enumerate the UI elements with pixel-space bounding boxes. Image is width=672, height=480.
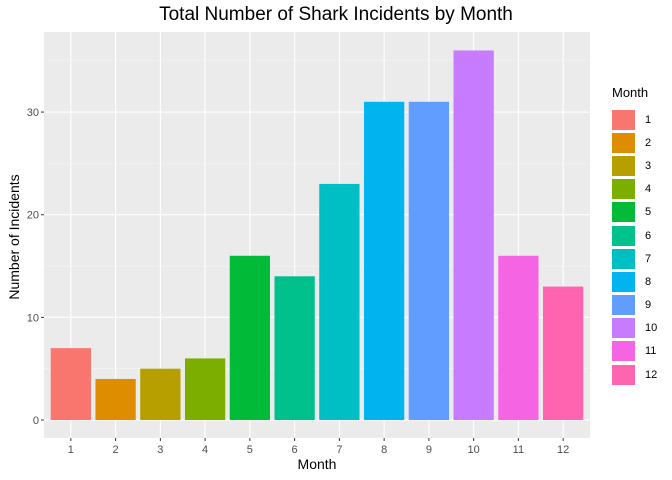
legend-item: 3 <box>612 154 657 177</box>
legend-item: 6 <box>612 224 657 247</box>
bar-month-7 <box>319 183 360 420</box>
legend-label: 11 <box>645 345 657 358</box>
bar-month-2 <box>95 378 136 420</box>
legend-key <box>612 109 635 130</box>
chart-title: Total Number of Shark Incidents by Month <box>159 4 513 25</box>
bar-month-3 <box>140 368 181 420</box>
x-tick-label: 4 <box>202 444 208 456</box>
bar-month-8 <box>363 101 405 420</box>
legend-item: 12 <box>612 363 657 386</box>
y-tick-label: 20 <box>27 210 39 222</box>
legend-label: 7 <box>645 252 652 265</box>
legend-key <box>612 202 635 223</box>
bar-month-5 <box>229 255 271 420</box>
bar-month-9 <box>408 101 450 420</box>
legend-label: 4 <box>645 183 652 196</box>
bar-month-11 <box>498 255 539 420</box>
legend-label: 10 <box>645 322 658 335</box>
y-tick-label: 0 <box>33 415 39 427</box>
legend-key <box>612 295 635 316</box>
legend-item: 10 <box>612 317 657 340</box>
x-tick-label: 11 <box>513 444 524 456</box>
legend-label: 2 <box>645 136 652 149</box>
legend: Month 1 2 3 4 5 6 7 8 9 10 11 12 <box>612 85 657 386</box>
legend-item: 4 <box>612 178 657 201</box>
legend-item: 1 <box>612 108 657 131</box>
legend-key <box>612 341 635 362</box>
legend-item: 9 <box>612 294 657 317</box>
x-tick-label: 3 <box>157 444 163 456</box>
legend-key <box>612 364 635 385</box>
legend-label: 3 <box>645 159 652 172</box>
legend-key <box>612 271 635 292</box>
x-tick-label: 7 <box>336 444 342 456</box>
bar-month-4 <box>184 358 226 420</box>
x-tick-label: 2 <box>113 444 119 456</box>
bar-month-1 <box>50 348 91 420</box>
x-tick-label: 8 <box>381 444 387 456</box>
legend-item: 8 <box>612 270 657 293</box>
legend-label: 8 <box>645 275 652 288</box>
legend-title: Month <box>612 85 649 100</box>
x-axis-title: Month <box>297 456 337 472</box>
legend-item: 5 <box>612 201 657 224</box>
legend-item: 11 <box>612 340 657 363</box>
x-tick-label: 9 <box>426 444 432 456</box>
legend-key <box>612 248 635 269</box>
x-tick-label: 6 <box>292 444 298 456</box>
legend-key <box>612 132 635 153</box>
y-tick-label: 30 <box>27 107 39 119</box>
legend-key <box>612 155 635 176</box>
y-axis-title: Number of Incidents <box>6 174 22 300</box>
legend-item: 2 <box>612 131 657 154</box>
x-tick-label: 10 <box>468 444 480 456</box>
legend-label: 12 <box>645 368 658 381</box>
legend-label: 5 <box>645 206 652 219</box>
bar-month-10 <box>453 50 494 420</box>
legend-label: 1 <box>645 113 652 126</box>
legend-item: 7 <box>612 247 657 270</box>
x-tick-label: 12 <box>557 444 569 456</box>
legend-key <box>612 225 635 246</box>
legend-label: 9 <box>645 299 652 312</box>
legend-key <box>612 318 635 339</box>
legend-key <box>612 179 635 200</box>
bar-month-12 <box>543 286 584 420</box>
bar-month-6 <box>274 276 315 420</box>
legend-items: 1 2 3 4 5 6 7 8 9 10 11 12 <box>612 108 657 386</box>
y-tick-label: 10 <box>27 312 39 324</box>
x-tick-label: 5 <box>247 444 253 456</box>
legend-label: 6 <box>645 229 652 242</box>
x-tick-label: 1 <box>68 444 74 456</box>
